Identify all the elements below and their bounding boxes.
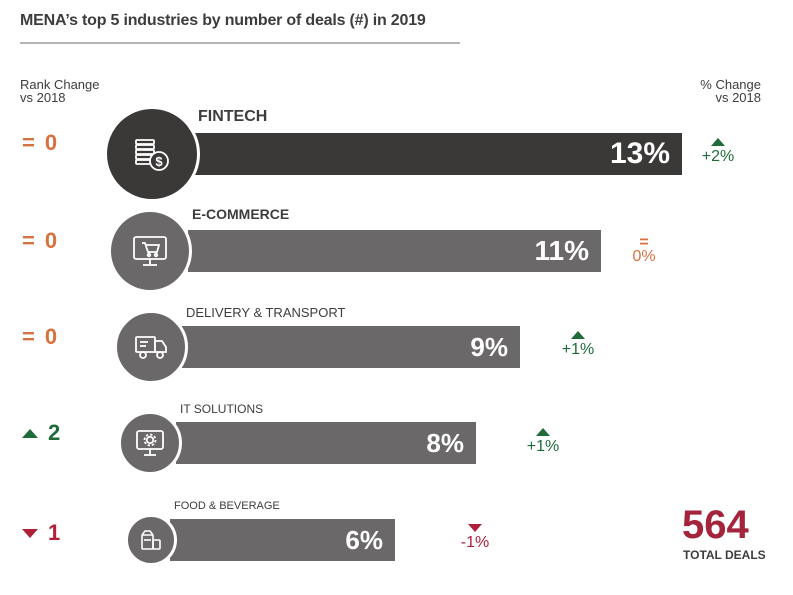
rank-change-value: 1 (48, 520, 61, 545)
category-label: DELIVERY & TRANSPORT (186, 305, 346, 320)
rank-change-value: 0 (44, 130, 58, 155)
bar: 8% (176, 422, 476, 464)
category-label: E-COMMERCE (192, 206, 290, 222)
pct-change: -1% (450, 524, 500, 551)
svg-text:$: $ (155, 154, 163, 169)
coins-dollar-icon: $ (132, 134, 172, 174)
industry-icon-badge (114, 310, 188, 384)
rank-change: 2 (22, 422, 60, 444)
rank-change-value: 0 (44, 228, 58, 253)
bar: 6% (170, 519, 395, 561)
chart-title: MENA’s top 5 industries by number of dea… (20, 12, 426, 29)
pct-change: = 0% (619, 234, 669, 265)
bar: 9% (182, 326, 520, 368)
rank-equal-symbol: = (22, 130, 35, 155)
delivery-truck-icon (133, 332, 169, 362)
monitor-cart-icon (131, 233, 169, 269)
pct-change-value: -1% (460, 534, 490, 551)
rank-change-value: 0 (44, 324, 58, 349)
industry-icon-badge (108, 209, 192, 293)
pct-change-value: +1% (561, 341, 595, 358)
pct-equal-symbol: = (639, 234, 649, 251)
pct-change-header-line1: % Change (700, 77, 761, 92)
pct-change-value: +2% (701, 148, 735, 165)
pct-change: +2% (693, 138, 743, 165)
rank-equal-symbol: = (22, 324, 35, 349)
rank-down-arrow-icon (22, 528, 38, 538)
pct-up-arrow-icon (536, 428, 550, 436)
pct-change: +1% (553, 331, 603, 358)
rank-change-value: 2 (48, 420, 61, 445)
pct-change-header-line2: vs 2018 (715, 90, 761, 105)
total-deals-label: TOTAL DEALS (683, 548, 766, 562)
rank-up-arrow-icon (22, 428, 38, 438)
pct-change-value: +1% (526, 438, 560, 455)
industry-icon-badge (125, 514, 177, 566)
industry-icon-badge (118, 411, 182, 475)
bar-value-label: 11% (534, 235, 590, 266)
bar-value-label: 8% (426, 427, 464, 458)
pct-up-arrow-icon (571, 331, 585, 339)
rank-change-header-line2: vs 2018 (20, 90, 66, 105)
title-underline (20, 42, 460, 44)
rank-equal-symbol: = (22, 228, 35, 253)
bar-value-label: 13% (609, 137, 670, 170)
industry-icon-badge: $ (104, 106, 200, 202)
rank-change-header: Rank Change vs 2018 (20, 78, 100, 104)
bar: 11% (188, 230, 601, 272)
pct-change-header: % Change vs 2018 (700, 78, 761, 104)
category-label: FOOD & BEVERAGE (174, 500, 280, 512)
rank-change: = 0 (22, 132, 57, 154)
rank-change: 1 (22, 522, 60, 544)
bar-value-label: 9% (470, 331, 508, 362)
category-label: IT SOLUTIONS (180, 402, 264, 416)
total-deals-value: 564 (682, 503, 749, 547)
pct-change: +1% (518, 428, 568, 455)
rank-change: = 0 (22, 230, 57, 252)
bar: 13% (194, 133, 682, 175)
pct-down-arrow-icon (468, 524, 482, 532)
food-box-icon (138, 527, 164, 553)
bar-value-label: 6% (345, 524, 383, 555)
rank-change: = 0 (22, 326, 57, 348)
rank-change-header-line1: Rank Change (20, 77, 100, 92)
pct-up-arrow-icon (711, 138, 725, 146)
category-label: FINTECH (198, 108, 268, 125)
pct-change-value: 0% (632, 248, 656, 265)
monitor-gear-icon (134, 428, 166, 458)
